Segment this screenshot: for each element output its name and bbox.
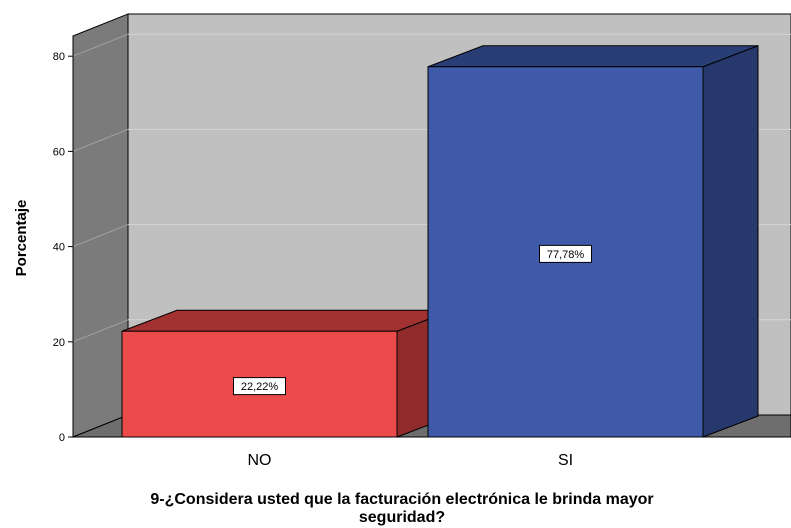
bar-top-si [427,45,759,68]
gridline-side [72,128,129,152]
bar-side-si [702,45,759,438]
y-axis: 0 20 40 60 80 [53,46,74,444]
y-axis-title: Porcentaje [13,200,30,277]
x-tick-label-si: SI [558,452,573,469]
x-axis-title-line-1: 9-¿Considera usted que la facturación el… [150,491,653,508]
data-label-si: 77,78% [547,249,585,261]
data-labels: 22,22% 77,78% [233,244,592,396]
data-label-box-no [233,377,286,396]
x-axis: NO SI [248,452,574,469]
y-tick-label: 0 [59,432,65,444]
y-tick-label: 80 [53,51,65,63]
bar-top-no [121,309,453,332]
side-wall [72,13,129,438]
x-tick-label-no: NO [248,452,272,469]
gridline-side [72,319,129,343]
y-tick-label: 20 [53,337,65,349]
data-label-box-si [539,244,592,263]
x-axis-title-line-2: seguridad? [359,509,445,526]
y-tick-label: 60 [53,146,65,158]
gridline-side [72,224,129,248]
data-label-no: 22,22% [241,381,279,393]
y-tick-label: 40 [53,242,65,254]
gridline-side [72,33,129,57]
